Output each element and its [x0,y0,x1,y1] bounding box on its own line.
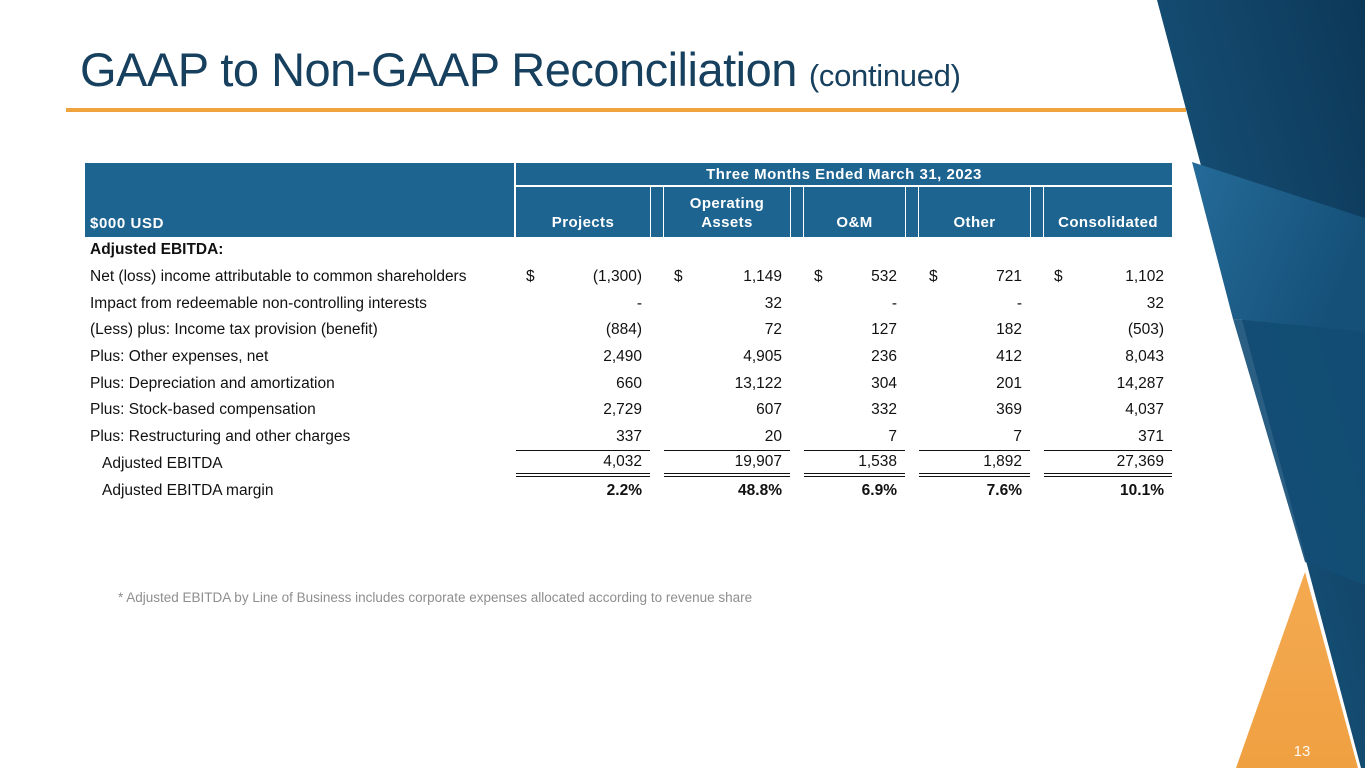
light-blue-band [1192,162,1365,332]
table-row: Plus: Depreciation and amortization 660 … [85,370,1172,397]
table-cell: $ (1,300) [526,268,642,286]
column-header-operating-assets: Operating Assets [689,195,765,231]
row-label: Adjusted EBITDA margin [102,481,274,499]
table-cell: 7.6% [986,481,1022,499]
table-cell: 607 [756,401,782,419]
page-title: GAAP to Non-GAAP Reconciliation (continu… [80,44,961,96]
table-cell: - [636,294,642,312]
table-header: $000 USD Three Months Ended March 31, 20… [85,163,1172,237]
table-cell: 72 [764,321,782,339]
section-label: Adjusted EBITDA: [90,241,224,259]
table-cell: 8,043 [1125,348,1164,366]
table-cell: 412 [996,348,1022,366]
currency-symbol: $ [674,268,683,286]
row-label: Plus: Other expenses, net [90,348,269,366]
table-cell: 48.8% [738,481,782,499]
table-cell: $1,149 [674,268,782,286]
mid-blue-band [1233,319,1365,585]
column-header-consolidated: Consolidated [1058,214,1158,231]
table-cell: 10.1% [1120,481,1164,499]
table-cell: 2.2% [606,481,642,499]
page-number: 13 [1293,743,1311,760]
header-spacer [905,187,919,237]
currency-symbol: $ [526,268,535,286]
table-cell: 14,287 [1116,374,1164,392]
table-cell: 4,037 [1125,401,1164,419]
table-cell: - [891,294,897,312]
table-cell: 20 [664,424,790,451]
table-cell: 337 [516,424,650,451]
title-underline [66,108,1186,112]
table-cell: 7 [919,424,1030,451]
table-cell: $721 [929,268,1022,286]
column-header-other: Other [953,214,996,231]
column-header-projects: Projects [551,214,615,231]
table-cell: 4,032 [516,451,650,478]
table-row: Plus: Other expenses, net 2,490 4,905 23… [85,344,1172,371]
table-cell: 2,729 [603,401,642,419]
header-spacer [650,187,664,237]
table-row: Plus: Restructuring and other charges 33… [85,424,1172,451]
table-cell: 1,892 [919,451,1030,478]
table-cell: 2,490 [603,348,642,366]
table-margin-row: Adjusted EBITDA margin 2.2% 48.8% 6.9% 7… [85,477,1172,504]
table-cell: 332 [871,401,897,419]
reconciliation-table: $000 USD Three Months Ended March 31, 20… [85,163,1172,504]
row-label: Plus: Restructuring and other charges [90,428,351,446]
table-cell: 32 [764,294,782,312]
table-cell: 13,122 [734,374,782,392]
row-label: Impact from redeemable non-controlling i… [90,294,427,312]
footnote: * Adjusted EBITDA by Line of Business in… [118,590,753,605]
table-cell: 7 [804,424,905,451]
table-cell: 236 [871,348,897,366]
period-banner-cell: Three Months Ended March 31, 2023 [516,163,1172,187]
page-title-suffix: (continued) [808,58,961,93]
table-cell: 660 [616,374,642,392]
table-cell: 127 [871,321,897,339]
table-cell: 32 [1146,294,1164,312]
table-row: Impact from redeemable non-controlling i… [85,290,1172,317]
table-total-row: Adjusted EBITDA 4,032 19,907 1,538 1,892… [85,451,1172,478]
table-row: Net (loss) income attributable to common… [85,264,1172,291]
table-cell: 19,907 [664,451,790,478]
row-label: Adjusted EBITDA [102,454,223,472]
table-cell: (884) [605,321,642,339]
table-cell: - [1016,294,1022,312]
table-row: (Less) plus: Income tax provision (benef… [85,317,1172,344]
row-label: (Less) plus: Income tax provision (benef… [90,321,378,339]
table-cell: 304 [871,374,897,392]
table-cell: 4,905 [743,348,782,366]
table-cell: 369 [996,401,1022,419]
table-cell: $532 [814,268,897,286]
table-cell: (503) [1127,321,1164,339]
currency-symbol: $ [929,268,938,286]
currency-symbol: $ [1054,268,1063,286]
unit-label-cell: $000 USD [85,163,516,237]
corner-decoration-graphic [1157,0,1365,768]
currency-symbol: $ [814,268,823,286]
header-spacer [1030,187,1044,237]
row-label: Plus: Stock-based compensation [90,401,316,419]
table-cell: $1,102 [1054,268,1164,286]
table-cell: 27,369 [1044,451,1172,478]
row-label: Plus: Depreciation and amortization [90,374,335,392]
table-cell: 182 [996,321,1022,339]
orange-triangle [1236,572,1358,768]
table-cell: 371 [1044,424,1172,451]
header-spacer [790,187,804,237]
table-cell: 201 [996,374,1022,392]
table-row: Plus: Stock-based compensation 2,729 607… [85,397,1172,424]
table-cell: 1,538 [804,451,905,478]
page-title-main: GAAP to Non-GAAP Reconciliation [80,43,797,96]
column-header-om: O&M [836,214,873,231]
row-label: Net (loss) income attributable to common… [90,268,467,286]
table-section-row: Adjusted EBITDA: [85,237,1172,264]
table-cell: 6.9% [861,481,897,499]
